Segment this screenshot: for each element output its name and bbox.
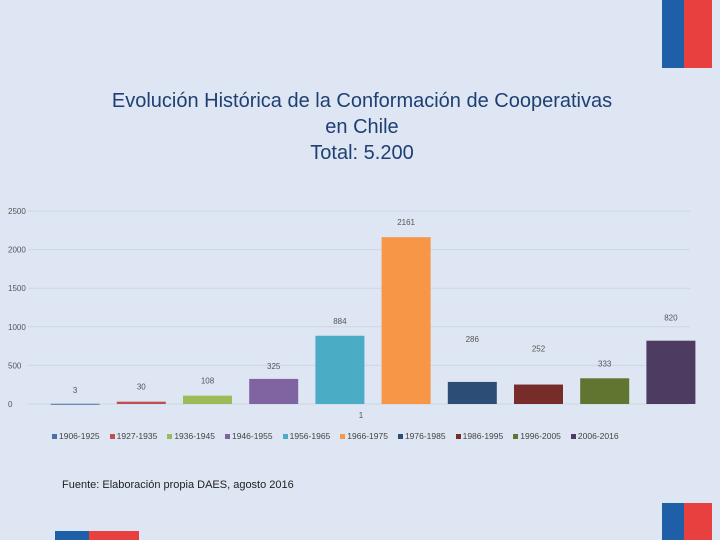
data-label-1906-1925: 3 [73, 386, 78, 395]
legend-swatch [397, 433, 403, 439]
bar-1936-1945 [183, 395, 232, 404]
stray-data-label: 1 [359, 411, 364, 420]
data-label-1976-1985: 286 [466, 335, 480, 344]
legend-label: 1956-1965 [289, 431, 331, 441]
title-line-3: Total: 5.200 [310, 142, 414, 164]
legend-swatch [570, 433, 576, 439]
legend-swatch [52, 433, 57, 439]
legend-label: 1906-1925 [59, 431, 100, 441]
y-tick-label-2500: 2500 [8, 207, 26, 216]
legend-label: 1936-1945 [174, 431, 215, 441]
legend-label: 1966-1975 [347, 431, 388, 441]
title-line-2: en Chile [325, 116, 399, 138]
title-line-1: Evolución Histórica de la Conformación d… [111, 90, 613, 112]
bar-2006-2016 [646, 340, 696, 404]
legend-label: 1927-1935 [116, 431, 158, 441]
legend-swatch [282, 433, 288, 439]
bar-1976-1985 [447, 381, 497, 404]
bar-1996-2005 [580, 378, 630, 404]
legend-label: 1946-1955 [231, 431, 273, 441]
bar-1927-1935 [116, 401, 166, 404]
bar-1906-1925 [50, 403, 100, 405]
brand-flag-blue [55, 531, 89, 540]
legend-item-1956-1965: 1956-1965 [282, 431, 331, 441]
bar-1946-1955 [249, 378, 299, 404]
legend-item-1986-1995: 1986-1995 [455, 431, 504, 441]
data-label-1927-1935: 30 [137, 383, 146, 392]
legend-label: 1986-1995 [462, 431, 504, 441]
legend-item-1946-1955: 1946-1955 [224, 431, 273, 441]
data-label-1946-1955: 325 [267, 362, 281, 371]
brand-flag-red [684, 503, 712, 540]
brand-flag-bottom-right [662, 503, 712, 540]
brand-flag-red [684, 0, 712, 68]
source-note: Fuente: Elaboración propia DAES, agosto … [62, 479, 294, 491]
legend-swatch [513, 433, 519, 439]
legend-item-1936-1945: 1936-1945 [167, 431, 215, 441]
bar-1966-1975 [381, 237, 431, 404]
y-tick-label-1000: 1000 [8, 323, 26, 332]
y-tick-label-0: 0 [8, 400, 13, 409]
data-label-1936-1945: 108 [201, 377, 215, 386]
legend-label: 1996-2005 [520, 431, 561, 441]
chart-title: Evolución Histórica de la Conformación d… [40, 88, 684, 166]
bar-1956-1965 [315, 335, 365, 404]
y-tick-label-500: 500 [8, 361, 22, 370]
legend-swatch [109, 433, 115, 439]
legend-item-1976-1985: 1976-1985 [397, 431, 446, 441]
data-label-1996-2005: 333 [598, 359, 612, 368]
legend-label: 2006-2016 [577, 431, 619, 441]
legend-item-1927-1935: 1927-1935 [109, 431, 158, 441]
legend-item-1966-1975: 1966-1975 [340, 431, 388, 441]
data-label-1956-1965: 884 [333, 317, 347, 326]
legend-swatch [455, 433, 461, 439]
y-tick-label-2000: 2000 [8, 246, 26, 255]
legend-item-1906-1925: 1906-1925 [52, 431, 100, 441]
brand-flag-blue [662, 503, 684, 540]
brand-flag-red [89, 531, 139, 540]
data-label-1966-1975: 2161 [397, 218, 415, 227]
legend-item-1996-2005: 1996-2005 [513, 431, 561, 441]
y-tick-label-1500: 1500 [8, 284, 26, 293]
legend-swatch [224, 433, 230, 439]
chart-legend: 1906-1925 1927-1935 1936-1945 1946-1955 1956… [52, 431, 672, 441]
brand-flag-top [662, 0, 712, 68]
legend-label: 1976-1985 [404, 431, 446, 441]
data-label-1986-1995: 252 [532, 345, 546, 354]
brand-flag-blue [662, 0, 684, 68]
legend-swatch [167, 433, 173, 439]
bar-1986-1995 [514, 384, 563, 404]
legend-item-2006-2016: 2006-2016 [570, 431, 619, 441]
legend-swatch [340, 433, 346, 439]
bar-chart: 0 500 1000 1500 2000 2500 3 30 108 325 884 2161 286 2… [8, 207, 696, 420]
brand-flag-bottom-left [55, 531, 139, 540]
data-label-2006-2016: 820 [664, 314, 678, 323]
